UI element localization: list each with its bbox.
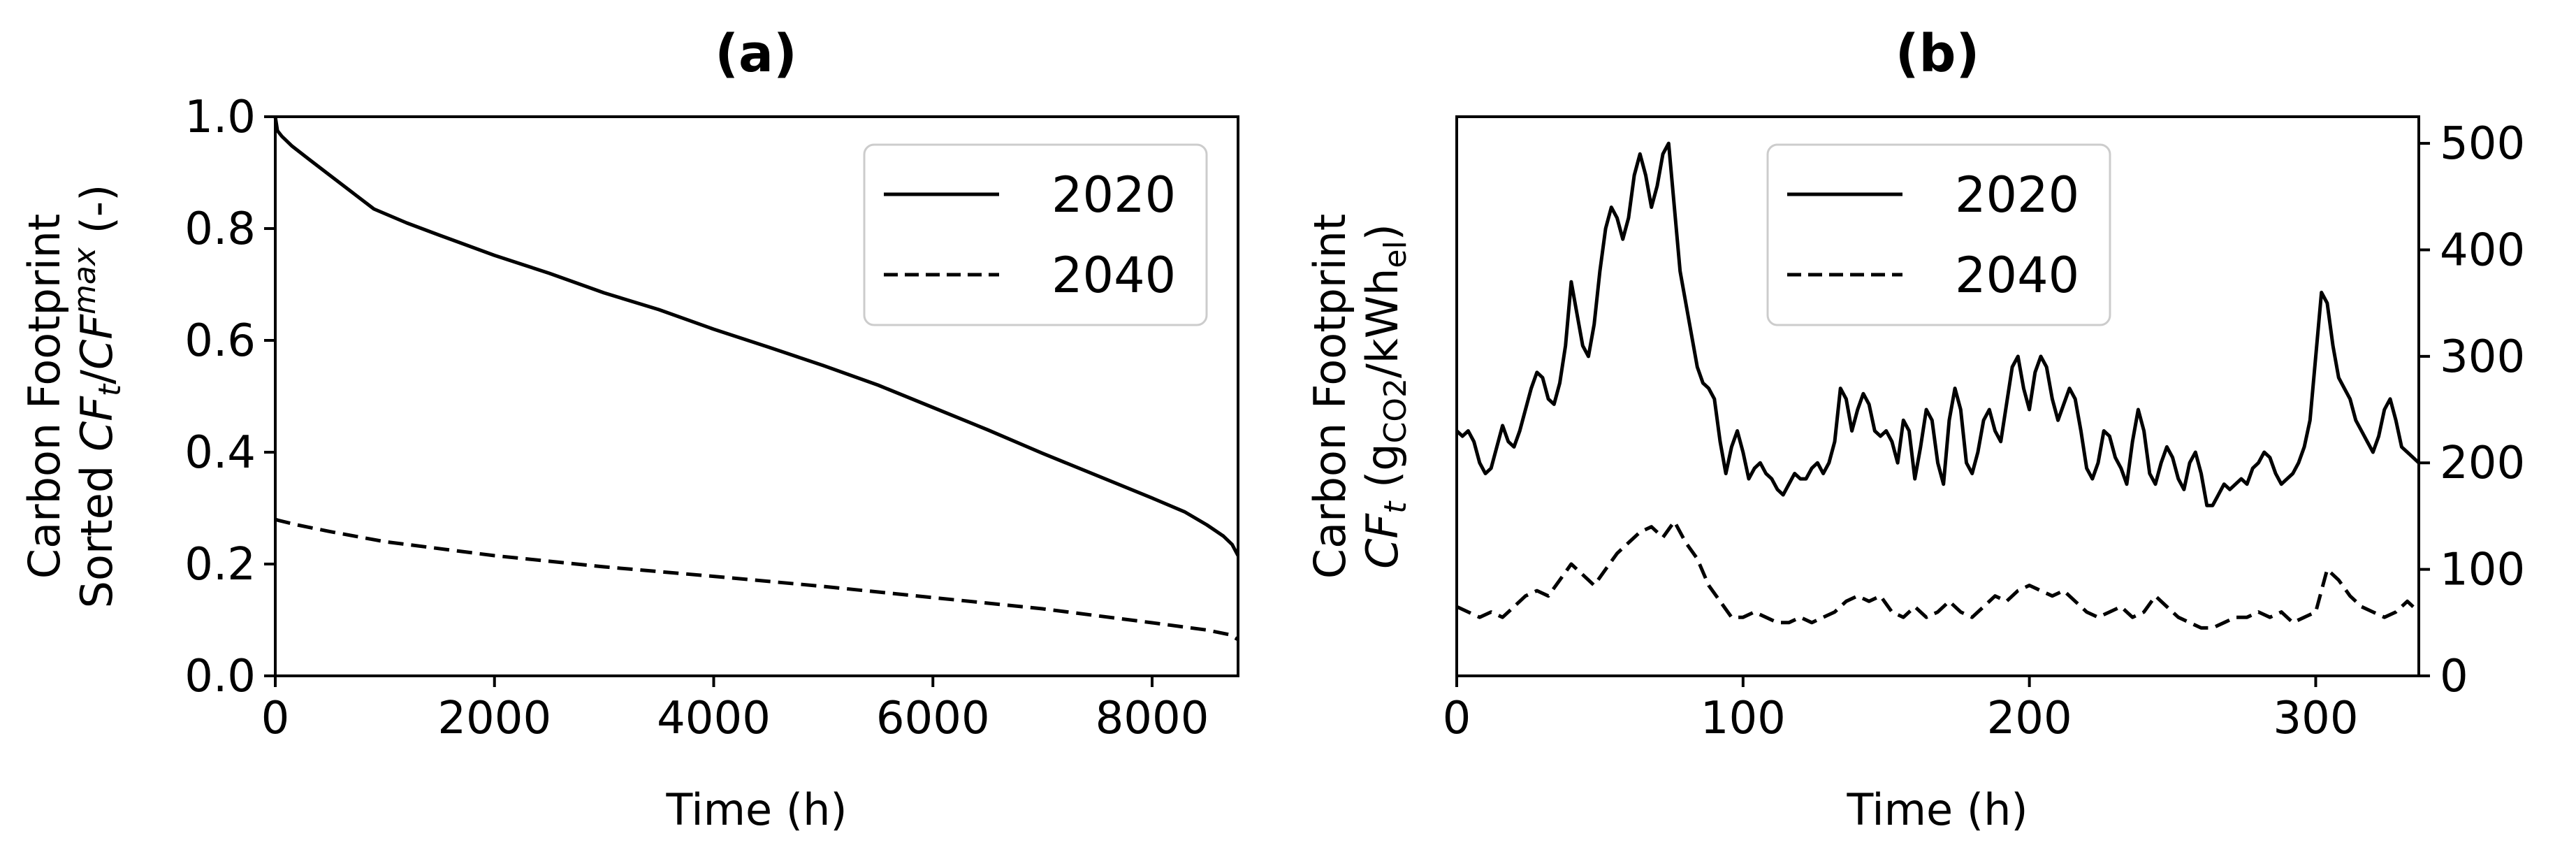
panel-a-legend-box <box>863 143 1208 326</box>
panel-a-x-tick-label: 6000 <box>876 693 990 744</box>
panel-b-x-tick-label: 100 <box>1701 693 1786 744</box>
panel-b-y-axis-label-line1: Carbon Footprint <box>1304 214 1355 579</box>
panel-a-ylabel-cf2: CF <box>71 314 122 370</box>
panel-a-series-line-2040 <box>275 517 1239 642</box>
panel-a-plot-frame <box>274 115 1239 677</box>
panel-b-y-ticks: 0 100 200 300 400 500 <box>2419 118 2525 702</box>
panel-a-x-tick-label: 0 <box>261 693 290 744</box>
panel-b-series <box>1455 141 2420 630</box>
panel-a-series-line-2020 <box>273 116 1240 557</box>
panel-a-y-tick-label: 0.4 <box>184 427 256 479</box>
panel-a-y-axis-label-line2: Sorted CFt/CFmax (-) <box>67 185 128 609</box>
panel-b-y-tick-label: 200 <box>2440 438 2525 489</box>
panel-a-legend-label-2040: 2040 <box>1051 247 1176 304</box>
panel-a-series <box>273 116 1240 642</box>
panel-a-ylabel-suffix: (-) <box>71 185 122 247</box>
panel-b-plot-frame <box>1455 115 2420 677</box>
panel-b-title: (b) <box>1895 24 1980 84</box>
panel-b-x-ticks: 0 100 200 300 <box>1443 676 2359 744</box>
panel-b-ylabel-mid: /kWh <box>1357 268 1408 378</box>
panel-b-legend-label-2020: 2020 <box>1955 166 2079 224</box>
panel-a-ylabel-sup: max <box>67 247 103 315</box>
panel-b: (b) 0 100 200 300 0 100 200 300 400 500 Time (h)… <box>1304 24 2525 835</box>
panel-a-title: (a) <box>715 24 797 84</box>
panel-b-ylabel-sub: t <box>1378 500 1413 514</box>
panel-a-x-tick-label: 8000 <box>1096 693 1209 744</box>
panel-a: (a) 0 2000 4000 6000 8000 0.0 0.2 0.4 0.6 0.8 1.0… <box>19 24 1240 835</box>
panel-a-legend: 2020 2040 <box>863 143 1208 326</box>
panel-a-x-ticks: 0 2000 4000 6000 8000 <box>261 676 1209 744</box>
panel-b-series-line-2040 <box>1455 519 2420 630</box>
panel-a-ylabel-sub: t <box>92 383 128 396</box>
panel-b-legend: 2020 2040 <box>1766 143 2111 326</box>
panel-a-y-axis-label-line1: Carbon Footprint <box>19 214 70 579</box>
panel-b-x-tick-label: 0 <box>1443 693 1471 744</box>
panel-b-ylabel-cf: CF <box>1357 513 1408 569</box>
panel-a-y-ticks: 0.0 0.2 0.4 0.6 0.8 1.0 <box>184 92 275 702</box>
panel-b-series-line-2020 <box>1455 141 2420 507</box>
panel-b-ylabel-open: (g <box>1357 443 1408 501</box>
panel-a-y-tick-label: 0.8 <box>184 203 256 255</box>
panel-b-y-tick-label: 300 <box>2440 331 2525 383</box>
panel-b-x-tick-label: 300 <box>2273 693 2358 744</box>
panel-a-legend-label-2020: 2020 <box>1051 166 1176 224</box>
panel-a-x-tick-label: 2000 <box>437 693 551 744</box>
panel-a-y-tick-label: 0.0 <box>184 651 256 702</box>
panel-a-x-tick-label: 4000 <box>657 693 771 744</box>
panel-b-legend-box <box>1766 143 2111 326</box>
panel-a-y-tick-label: 1.0 <box>184 92 256 143</box>
panel-b-y-tick-label: 400 <box>2440 224 2525 276</box>
panel-b-y-tick-label: 500 <box>2440 118 2525 170</box>
panel-b-y-tick-label: 100 <box>2440 544 2525 596</box>
panel-a-y-tick-label: 0.2 <box>184 539 256 591</box>
panel-b-ylabel-unit-sub: CO2 <box>1378 378 1413 443</box>
panel-b-ylabel-unit-sub2: el <box>1378 240 1413 268</box>
panel-a-ylabel-cf: CF <box>71 396 122 452</box>
panel-b-ylabel-close: ) <box>1357 224 1408 240</box>
panel-a-ylabel-sep: / <box>71 370 122 384</box>
panel-b-y-tick-label: 0 <box>2440 651 2468 702</box>
panel-b-x-tick-label: 200 <box>1987 693 2072 744</box>
panel-b-legend-label-2040: 2040 <box>1955 247 2079 304</box>
panel-b-y-axis-label-line2: CFt (gCO2/kWhel) <box>1357 224 1413 569</box>
panel-a-y-tick-label: 0.6 <box>184 315 256 367</box>
panel-a-ylabel-prefix: Sorted <box>71 452 122 608</box>
panel-a-x-axis-label: Time (h) <box>665 784 847 835</box>
panel-b-x-axis-label: Time (h) <box>1846 784 2028 835</box>
